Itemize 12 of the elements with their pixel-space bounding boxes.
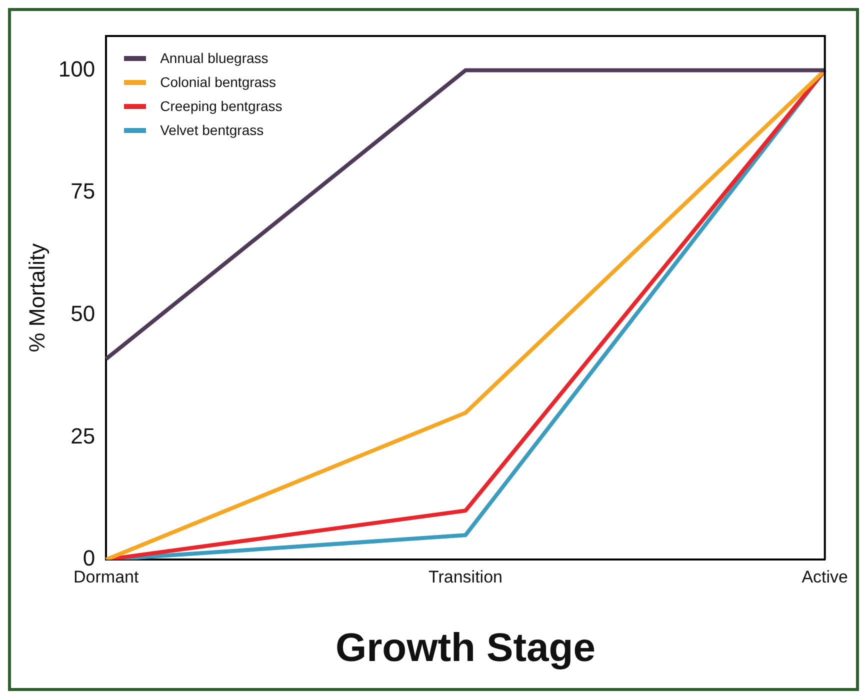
y-tick-label: 50 [70, 300, 96, 326]
legend-label: Velvet bentgrass [160, 122, 264, 138]
legend-label: Creeping bentgrass [160, 98, 282, 114]
y-tick-label: 75 [70, 178, 96, 204]
legend-label: Colonial bentgrass [160, 74, 276, 90]
y-tick-label: 100 [58, 56, 96, 82]
legend-label: Annual bluegrass [160, 50, 268, 66]
y-tick-label: 25 [70, 423, 96, 448]
x-tick-label: Transition [428, 567, 502, 586]
y-axis-title: % Mortality [24, 243, 50, 352]
x-tick-label: Active [802, 567, 848, 586]
x-axis-title: Growth Stage [335, 626, 596, 670]
